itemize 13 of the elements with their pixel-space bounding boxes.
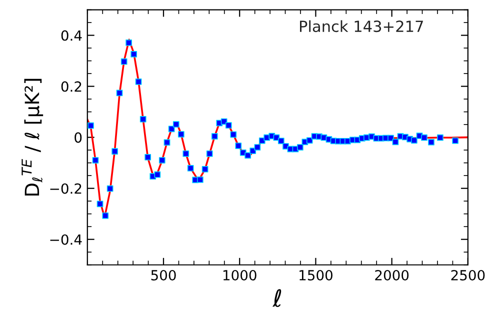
x-tick-label: 1000 [223, 270, 256, 280]
y-tick-label: 0 [74, 132, 82, 143]
annotation: Planck 143+217 [300, 20, 423, 32]
x-axis-title: ℓ [272, 289, 282, 308]
y-tick-label: −0.4 [50, 234, 82, 245]
y-axis-title: D$_{ℓ}$$^{TE}$ / ℓ [μK²] [22, 78, 44, 196]
y-tick-label: 0.4 [61, 30, 82, 41]
x-tick-label: 2000 [375, 270, 409, 280]
y-tick-label: −0.2 [50, 183, 82, 194]
x-tick-label: 1500 [300, 270, 332, 280]
x-tick-label: 500 [151, 270, 176, 280]
y-tick-label: 0.2 [61, 81, 82, 92]
x-tick-label: 2500 [451, 270, 485, 280]
